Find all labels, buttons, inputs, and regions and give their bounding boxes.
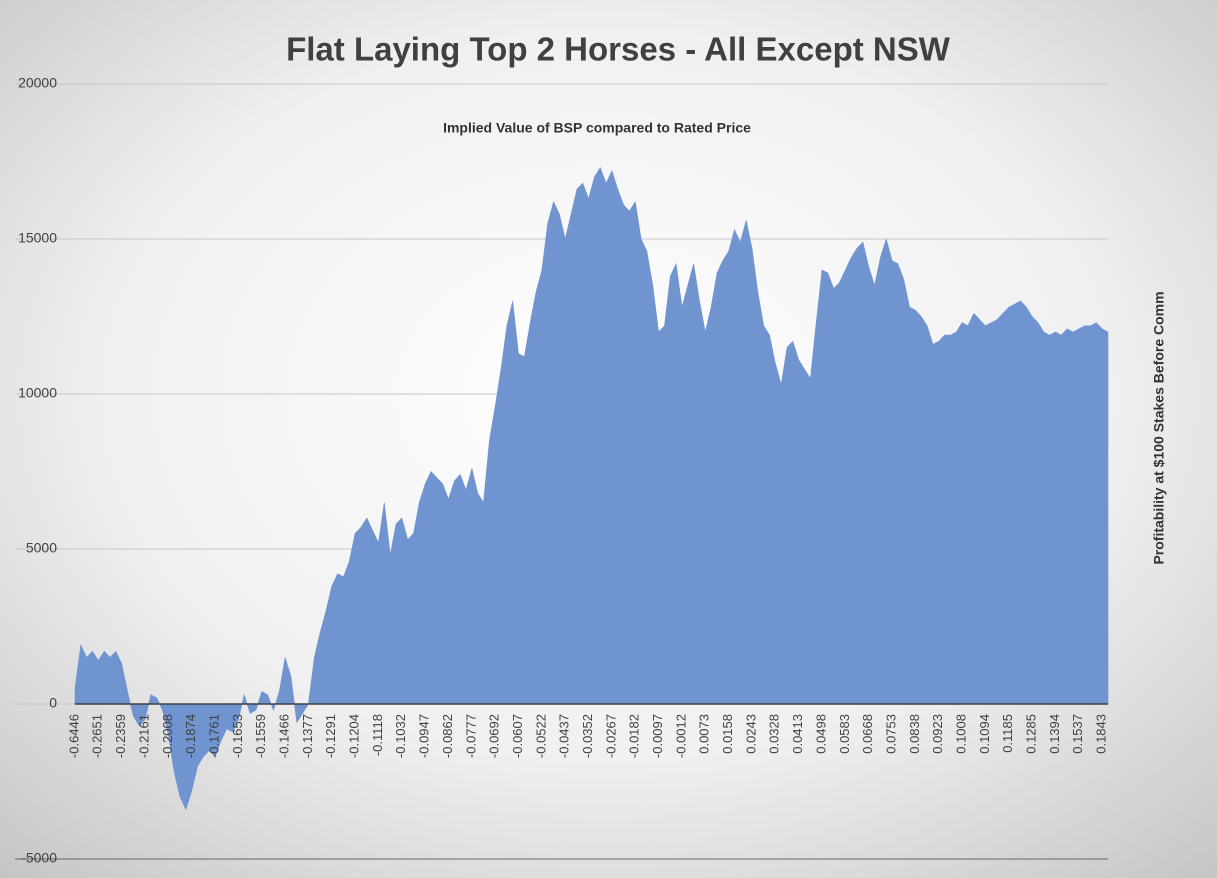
y-tick-label: 5000 [26, 540, 57, 556]
y-tick-label: 10000 [18, 385, 57, 401]
x-tick-label: 0.0838 [907, 714, 922, 754]
plot [74, 167, 1109, 811]
x-tick-label: 0.0923 [930, 714, 945, 754]
x-tick-label: -0.2359 [113, 714, 128, 758]
y-tick-label: 15000 [18, 230, 57, 246]
x-tick-label: -0.0012 [673, 714, 688, 758]
x-tick-label: 0.0413 [790, 714, 805, 754]
x-tick-label: 0.0328 [767, 714, 782, 754]
x-tick-label: -0.1466 [277, 714, 292, 758]
x-tick-label: 0.1843 [1094, 714, 1109, 754]
x-tick-label: -0.1291 [323, 714, 338, 758]
x-tick-label: 0.0583 [837, 714, 852, 754]
x-tick-label: 0.0243 [743, 714, 758, 754]
x-tick-label: -0.0267 [603, 714, 618, 758]
x-tick-label: -0.1653 [230, 714, 245, 758]
x-tick-label: -0.0437 [557, 714, 572, 758]
area [74, 167, 1109, 811]
x-tick-label: 0.0073 [697, 714, 712, 754]
x-tick-label: -0.0522 [533, 714, 548, 758]
x-tick-label: 0.1008 [954, 714, 969, 754]
chart-title: Flat Laying Top 2 Horses - All Except NS… [286, 31, 951, 68]
y-tick-label: 0 [49, 695, 57, 711]
x-tick-label: -0.0947 [417, 714, 432, 758]
x-tick-label: -0.0097 [650, 714, 665, 758]
x-tick-label: -0.0862 [440, 714, 455, 758]
x-tick-label: 0.1094 [977, 714, 992, 754]
chart-subtitle: Implied Value of BSP compared to Rated P… [443, 120, 751, 136]
x-tick-label: 0.1285 [1024, 714, 1039, 754]
x-tick-label: -0.2651 [90, 714, 105, 758]
y-tick-label: -5000 [21, 850, 57, 866]
x-tick-label: -0.1559 [253, 714, 268, 758]
x-tick-label: 0.0158 [720, 714, 735, 754]
x-tick-label: -0.0692 [487, 714, 502, 758]
x-tick-label: 0.0498 [813, 714, 828, 754]
x-tick-label: -0.0607 [510, 714, 525, 758]
x-tick-label: -0.1377 [300, 714, 315, 758]
y-axis-label: Profitability at $100 Stakes Before Comm [1151, 291, 1167, 564]
x-tick-label: -0.1204 [347, 714, 362, 758]
y-tick-label: 20000 [18, 75, 57, 91]
x-tick-label: -0.0352 [580, 714, 595, 758]
x-tick-label: -0.2008 [160, 714, 175, 758]
x-tick-label: 0.1185 [1000, 714, 1015, 753]
x-tick-label: 0.0668 [860, 714, 875, 754]
x-tick-label: -0.1032 [393, 714, 408, 758]
x-tick-label: -0.0777 [463, 714, 478, 758]
x-tick-label: -0.0182 [627, 714, 642, 758]
x-tick-label: 0.1537 [1070, 714, 1085, 754]
x-tick-label: -0.1118 [370, 714, 385, 756]
x-tick-label: -0.2161 [136, 714, 151, 758]
x-tick-label: 0.0753 [884, 714, 899, 754]
x-tick-label: -0.1874 [183, 714, 198, 758]
x-tick-label: 0.1394 [1047, 714, 1062, 754]
x-tick-label: -0.1761 [207, 714, 222, 758]
x-tick-label: -0.6446 [66, 714, 81, 758]
